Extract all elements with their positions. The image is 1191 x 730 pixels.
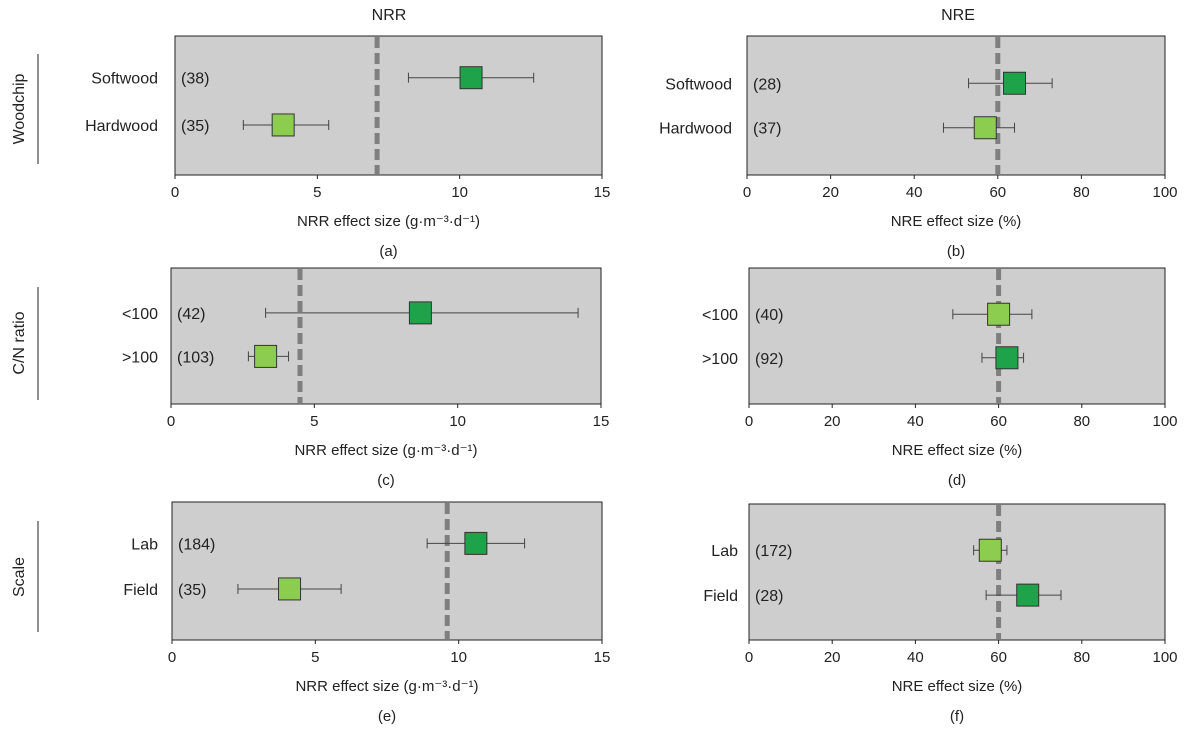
x-axis-label: NRR effect size (g·m⁻³·d⁻¹) <box>294 442 477 459</box>
x-axis-label: NRR effect size (g·m⁻³·d⁻¹) <box>295 678 478 695</box>
panels: Softwood (38) Hardwood (35) 0 5 10 15 NRR effect… <box>85 35 1178 725</box>
panel-a: Softwood (38) Hardwood (35) 0 5 10 15 NRR effect… <box>85 35 611 260</box>
plot-area <box>170 267 602 405</box>
x-tick-label: 5 <box>311 649 319 666</box>
plot-area <box>746 35 1166 176</box>
x-tick-label: 40 <box>907 413 924 430</box>
plot-area <box>748 503 1166 641</box>
category-label: Softwood <box>665 76 732 93</box>
x-tick-label: 20 <box>824 413 841 430</box>
mean-marker <box>254 344 278 368</box>
x-axis-label: NRR effect size (g·m⁻³·d⁻¹) <box>297 213 480 230</box>
sample-size-label: (37) <box>753 121 781 138</box>
panel-c: <100 (42) >100 (103) 0 5 10 15 NRR effect size (… <box>122 267 610 489</box>
sample-size-label: (28) <box>755 588 783 605</box>
row-labels: Woodchip C/N ratio Scale <box>11 54 39 632</box>
row-label-scale: Scale <box>11 557 28 597</box>
x-tick-label: 0 <box>743 184 751 201</box>
mean-marker <box>1016 583 1040 607</box>
panel-f: Lab (172) Field (28) 0 20 40 60 80 100 NRE effect … <box>703 503 1178 725</box>
x-tick-label: 0 <box>171 184 179 201</box>
x-tick-label: 0 <box>745 413 753 430</box>
panel-e: Lab (184) Field (35) 0 5 10 15 NRR effect size (… <box>123 501 611 725</box>
category-label: Hardwood <box>659 121 732 138</box>
mean-marker <box>987 302 1011 326</box>
x-tick-label: 60 <box>990 649 1007 666</box>
plot-area <box>174 35 603 176</box>
panel-label: (c) <box>377 472 395 489</box>
category-label: <100 <box>702 307 738 324</box>
sample-size-label: (92) <box>755 351 783 368</box>
x-tick-label: 10 <box>450 649 467 666</box>
mean-marker <box>978 538 1002 562</box>
category-label: Softwood <box>91 71 158 88</box>
x-tick-label: 80 <box>1073 649 1090 666</box>
panel-label: (d) <box>948 472 966 489</box>
sample-size-label: (35) <box>181 118 209 135</box>
column-title-nrr: NRR <box>372 7 407 24</box>
x-tick-label: 80 <box>1073 184 1090 201</box>
sample-size-label: (35) <box>178 582 206 599</box>
sample-size-label: (40) <box>755 307 783 324</box>
x-tick-label: 40 <box>906 184 923 201</box>
row-label-cn-ratio: C/N ratio <box>11 311 28 374</box>
x-tick-label: 20 <box>824 649 841 666</box>
sample-size-label: (172) <box>755 543 792 560</box>
plot-area <box>171 501 603 641</box>
sample-size-label: (103) <box>177 349 214 366</box>
mean-marker <box>408 301 432 325</box>
x-tick-label: 15 <box>593 413 610 430</box>
mean-marker <box>271 113 295 137</box>
mean-marker <box>1003 71 1027 95</box>
sample-size-label: (38) <box>181 71 209 88</box>
category-label: Lab <box>131 536 158 553</box>
column-titles: NRR NRE <box>372 7 975 24</box>
plot-area <box>748 267 1166 405</box>
mean-marker <box>278 577 302 601</box>
panel-d: <100 (40) >100 (92) 0 20 40 60 80 100 NRE effect s… <box>702 267 1178 489</box>
mean-marker <box>995 346 1019 370</box>
mean-marker <box>973 116 997 140</box>
category-label: Hardwood <box>85 118 158 135</box>
x-tick-label: 0 <box>167 413 175 430</box>
category-label: >100 <box>702 351 738 368</box>
mean-marker <box>464 531 488 555</box>
sample-size-label: (184) <box>178 536 215 553</box>
panel-label: (a) <box>379 243 397 260</box>
x-tick-label: 5 <box>310 413 318 430</box>
x-tick-label: 60 <box>989 184 1006 201</box>
x-tick-label: 100 <box>1152 413 1177 430</box>
x-tick-label: 100 <box>1152 649 1177 666</box>
x-tick-label: 10 <box>449 413 466 430</box>
x-tick-label: 10 <box>451 184 468 201</box>
x-tick-label: 100 <box>1152 184 1177 201</box>
panel-b: Softwood (28) Hardwood (37) 0 20 40 60 80 100 NRE … <box>659 35 1178 260</box>
row-label-woodchip: Woodchip <box>11 73 28 144</box>
category-label: Field <box>123 582 158 599</box>
panel-label: (e) <box>378 708 396 725</box>
x-tick-label: 40 <box>907 649 924 666</box>
x-axis-label: NRE effect size (%) <box>891 213 1022 230</box>
x-tick-label: 15 <box>594 184 611 201</box>
sample-size-label: (28) <box>753 76 781 93</box>
x-tick-label: 0 <box>168 649 176 666</box>
x-axis-label: NRE effect size (%) <box>892 442 1023 459</box>
panel-label: (b) <box>947 243 965 260</box>
category-label: <100 <box>122 306 158 323</box>
x-tick-label: 80 <box>1073 413 1090 430</box>
x-tick-label: 60 <box>990 413 1007 430</box>
x-tick-label: 20 <box>822 184 839 201</box>
x-tick-label: 15 <box>594 649 611 666</box>
column-title-nre: NRE <box>941 7 975 24</box>
mean-marker <box>459 66 483 90</box>
panel-label: (f) <box>950 708 964 725</box>
category-label: Field <box>703 588 738 605</box>
category-label: Lab <box>711 543 738 560</box>
x-axis-label: NRE effect size (%) <box>892 678 1023 695</box>
x-tick-label: 5 <box>313 184 321 201</box>
x-tick-label: 0 <box>745 649 753 666</box>
category-label: >100 <box>122 349 158 366</box>
sample-size-label: (42) <box>177 306 205 323</box>
